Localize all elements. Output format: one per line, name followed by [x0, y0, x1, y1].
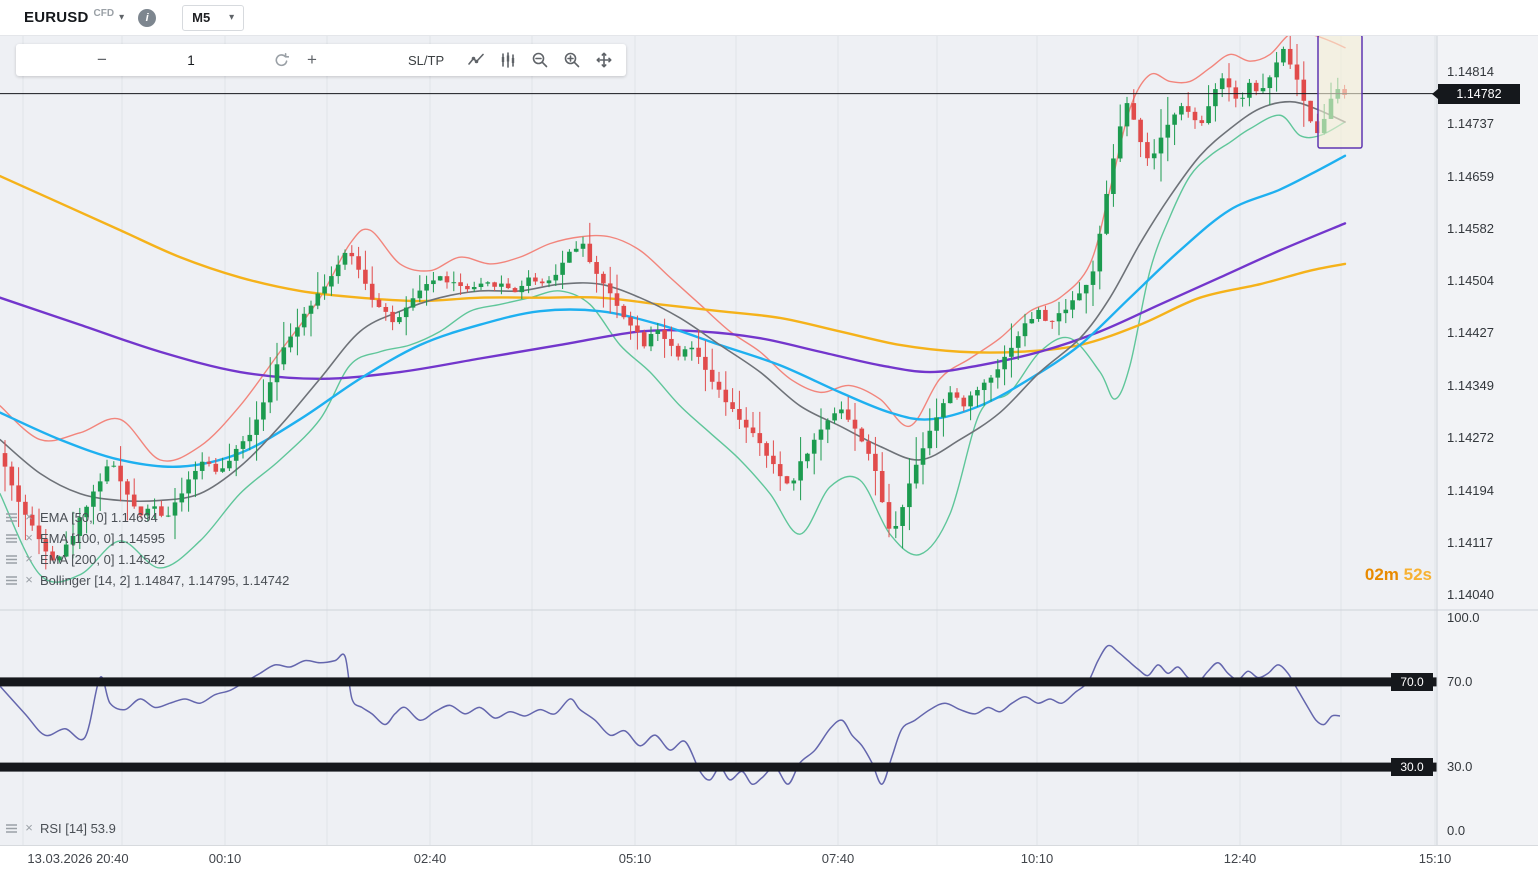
current-price-badge: 1.14782 — [1432, 83, 1520, 104]
quantity-decrease-button[interactable]: − — [87, 48, 117, 72]
indicator-legend-ema100: × EMA [100, 0] 1.14595 — [4, 528, 165, 548]
time-axis[interactable]: 13.03.2026 20:40 00:10 02:40 05:10 07:40 10:1… — [0, 845, 1538, 871]
time-axis-label: 00:10 — [208, 851, 242, 866]
legend-label: EMA [200, 0] 1.14542 — [40, 551, 166, 567]
indicator-legend-ema50: × EMA [50, 0] 1.14694 — [4, 507, 158, 527]
price-axis[interactable]: 1.14814 1.14737 1.14659 1.14582 1.14504 1.144… — [1437, 36, 1538, 845]
time-axis-label: 02:40 — [413, 851, 447, 866]
rsi-70-badge: 70.0 — [1391, 672, 1433, 691]
trade-toolbar: 1.14782 − 1 + 1.14791 SL/TP — [16, 44, 627, 76]
time-axis-label: 07:40 — [821, 851, 855, 866]
quantity-increase-button[interactable]: + — [297, 48, 327, 72]
price-tick-label: 1.14737 — [1447, 116, 1494, 132]
sltp-button[interactable]: SL/TP — [408, 52, 445, 68]
price-tick-label: 1.14349 — [1447, 378, 1494, 394]
legend-remove-icon[interactable]: × — [25, 820, 33, 835]
rsi-tick-label: 70.0 — [1447, 673, 1473, 689]
symbol-selector[interactable]: EURUSD CFD ▾ — [24, 8, 125, 26]
legend-remove-icon[interactable]: × — [25, 551, 33, 566]
timeframe-value: M5 — [192, 10, 211, 25]
zoom-in-icon — [564, 52, 580, 68]
indicator-legend-ema200: × EMA [200, 0] 1.14542 — [4, 549, 165, 569]
indicator-legend-rsi: × RSI [14] 53.9 — [4, 818, 116, 838]
price-badge-arrow-icon — [1432, 88, 1438, 99]
zoom-out-icon — [532, 52, 548, 68]
chevron-down-icon: ▾ — [119, 12, 125, 23]
price-tick-label: 1.14814 — [1447, 64, 1494, 79]
refresh-button[interactable] — [265, 47, 297, 73]
price-tick-label: 1.14117 — [1447, 534, 1494, 550]
legend-remove-icon[interactable]: × — [25, 572, 33, 587]
symbol-name: EURUSD — [24, 9, 89, 26]
price-tick-label: 1.14582 — [1447, 220, 1494, 236]
sell-button[interactable]: 1.14782 — [20, 48, 87, 72]
top-bar: EURUSD CFD ▾ i M5 ▾ — [0, 0, 1538, 36]
indicator-legend-bollinger: × Bollinger [14, 2] 1.14847, 1.14795, 1.… — [4, 570, 289, 590]
timer-seconds: 52s — [1403, 565, 1432, 584]
indicator-line-button[interactable] — [460, 47, 492, 73]
legend-settings-icon[interactable] — [4, 531, 18, 545]
candlestick-style-icon — [501, 52, 515, 68]
buy-button[interactable]: 1.14791 — [327, 48, 394, 72]
legend-label: EMA [50, 0] 1.14694 — [40, 509, 158, 525]
line-chart-icon — [468, 53, 484, 65]
rsi-tick-label: 0.0 — [1447, 823, 1466, 838]
rsi-tick-label: 100.0 — [1447, 610, 1480, 625]
price-tick-label: 1.14659 — [1447, 168, 1494, 184]
quantity-value[interactable]: 1 — [187, 52, 195, 68]
price-tick-label: 1.14272 — [1447, 430, 1494, 446]
legend-settings-icon[interactable] — [4, 552, 18, 566]
info-icon[interactable]: i — [138, 8, 157, 27]
zoom-out-button[interactable] — [524, 47, 556, 73]
time-axis-label: 13.03.2026 20:40 — [27, 851, 129, 866]
time-axis-label: 10:10 — [1020, 851, 1054, 866]
time-axis-label: 05:10 — [618, 851, 652, 866]
legend-remove-icon[interactable]: × — [25, 530, 33, 545]
current-price-value: 1.14782 — [1456, 86, 1502, 101]
time-axis-label: 15:10 — [1418, 851, 1452, 866]
pan-button[interactable] — [588, 47, 620, 73]
zoom-in-button[interactable] — [556, 47, 588, 73]
time-axis-label: 12:40 — [1223, 851, 1257, 866]
legend-settings-icon[interactable] — [4, 510, 18, 524]
chart-style-button[interactable] — [492, 47, 524, 73]
legend-settings-icon[interactable] — [4, 821, 18, 835]
price-tick-label: 1.14427 — [1447, 325, 1494, 341]
candle-countdown-timer: 02m 52s — [1365, 565, 1432, 585]
price-tick-label: 1.14040 — [1447, 586, 1494, 602]
price-tick-label: 1.14194 — [1447, 482, 1494, 498]
pan-move-icon — [596, 52, 612, 68]
legend-label: RSI [14] 53.9 — [40, 820, 116, 836]
rsi-tick-label: 30.0 — [1447, 759, 1473, 775]
chevron-down-icon: ▾ — [229, 12, 235, 23]
legend-remove-icon[interactable]: × — [25, 509, 33, 524]
rsi-30-badge: 30.0 — [1391, 758, 1433, 777]
price-tick-label: 1.14504 — [1447, 273, 1494, 289]
timer-minutes: 02m — [1364, 565, 1399, 584]
timeframe-dropdown[interactable]: M5 ▾ — [182, 4, 245, 31]
legend-settings-icon[interactable] — [4, 573, 18, 587]
legend-label: EMA [100, 0] 1.14595 — [40, 530, 166, 546]
legend-label: Bollinger [14, 2] 1.14847, 1.14795, 1.14… — [40, 572, 290, 588]
refresh-icon — [275, 52, 289, 66]
symbol-type-label: CFD — [93, 8, 115, 19]
